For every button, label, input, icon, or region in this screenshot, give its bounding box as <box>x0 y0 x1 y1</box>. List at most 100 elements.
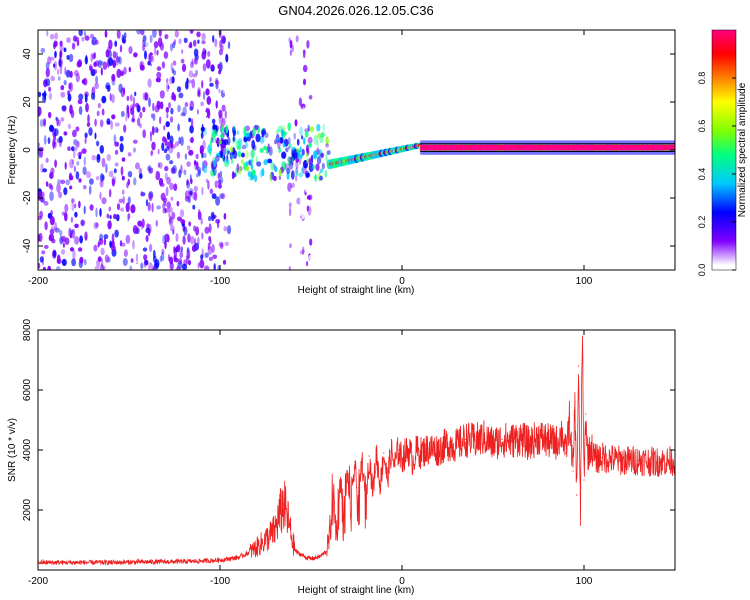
heatmap-cell <box>93 69 98 74</box>
heatmap-cell <box>301 148 305 156</box>
snr-data-point <box>419 452 421 454</box>
heatmap-cell <box>203 152 207 159</box>
heatmap-cell <box>162 197 168 203</box>
heatmap-cell <box>299 126 303 136</box>
heatmap-cell <box>188 79 193 84</box>
heatmap-cell <box>53 63 56 68</box>
heatmap-cell <box>219 170 223 178</box>
heatmap-cell <box>38 234 41 242</box>
colorbar-label: Normalized spectral amplitude <box>737 82 748 217</box>
heatmap-cell <box>147 53 153 63</box>
heatmap-cell <box>245 150 249 159</box>
heatmap-cell <box>58 191 63 199</box>
heatmap-cell <box>126 104 130 114</box>
heatmap-cell <box>224 160 230 168</box>
snr-y-axis-label: SNR (10 * v/v) <box>7 418 18 482</box>
heatmap-cell <box>84 56 89 65</box>
heatmap-cell <box>78 106 83 115</box>
heatmap-cell <box>142 92 147 101</box>
colorbar-ticks: 0.0 0.2 0.4 0.6 0.8 <box>697 72 736 276</box>
heatmap-cell <box>291 80 295 85</box>
colorbar-tick-label: 0.6 <box>697 120 707 133</box>
heatmap-cell <box>137 117 141 127</box>
heatmap-cell <box>139 64 145 71</box>
heatmap-region-converging-trace <box>326 142 423 170</box>
heatmap-cell <box>171 67 175 74</box>
heatmap-cell <box>49 33 55 40</box>
heatmap-cell <box>243 125 246 134</box>
heatmap-cell <box>104 30 108 38</box>
heatmap-cell <box>179 209 185 218</box>
heatmap-cell <box>47 55 51 63</box>
snr-data-point <box>397 449 399 451</box>
heatmap-cell <box>134 227 139 234</box>
heatmap-cell <box>197 39 200 44</box>
heatmap-cell <box>161 142 165 152</box>
heatmap-cell <box>66 54 70 60</box>
snr-data-point <box>583 479 585 481</box>
heatmap-cell <box>168 102 171 109</box>
heatmap-cell <box>49 216 55 226</box>
heatmap-cell <box>154 46 157 56</box>
heatmap-cell <box>214 80 219 86</box>
heatmap-cell <box>254 124 259 130</box>
heatmap-cell <box>169 116 174 123</box>
heatmap-cell <box>189 190 193 196</box>
heatmap-cell <box>151 141 156 151</box>
heatmap-cell <box>224 241 230 246</box>
snr-data-point <box>437 449 439 451</box>
heatmap-cell <box>58 138 62 148</box>
heatmap-cell <box>250 149 255 159</box>
heatmap-cell <box>186 178 189 186</box>
heatmap-cell <box>164 233 170 243</box>
snr-data-point <box>379 485 381 487</box>
heatmap-cell <box>72 129 77 138</box>
heatmap-cell <box>202 160 205 168</box>
heatmap-cell <box>212 35 215 43</box>
snr-data-point <box>547 440 549 442</box>
snr-data-point <box>619 459 622 462</box>
heatmap-cell <box>233 172 237 178</box>
snr-x-axis-label: Height of straight line (km) <box>298 585 415 596</box>
heatmap-cell <box>157 148 160 155</box>
heatmap-cell <box>281 151 287 159</box>
snr-data-point <box>456 444 458 447</box>
heatmap-cell <box>74 223 79 229</box>
heatmap-cell <box>129 265 133 270</box>
heatmap-cell <box>308 106 313 113</box>
heatmap-cell <box>157 37 163 48</box>
heatmap-cell <box>244 141 249 148</box>
snr-data-point <box>576 494 578 496</box>
heatmap-cell <box>99 233 104 241</box>
heatmap-cell <box>288 207 292 217</box>
snr-data-point <box>146 561 148 563</box>
heatmap-cell <box>293 37 298 42</box>
heatmap-cell <box>44 244 49 249</box>
heatmap-cell <box>113 134 117 144</box>
heatmap-cell <box>161 61 166 69</box>
heatmap-cell <box>307 124 310 132</box>
heatmap-cell <box>287 231 293 239</box>
heatmap-cell <box>38 146 41 156</box>
heatmap-cell <box>305 178 308 186</box>
x-tick-label: 0 <box>399 276 405 287</box>
snr-x-axis: -200 -100 0 100 <box>28 330 593 587</box>
heatmap-cell <box>71 258 76 267</box>
heatmap-cell <box>94 82 99 90</box>
heatmap-cell <box>199 259 205 269</box>
heatmap-cell <box>149 167 154 174</box>
heatmap-cell <box>83 185 87 190</box>
snr-data-point <box>365 503 367 505</box>
heatmap-cell <box>67 146 71 151</box>
heatmap-cell <box>88 185 92 195</box>
heatmap-cell <box>190 118 194 128</box>
heatmap-cell <box>164 165 169 172</box>
heatmap-cell <box>108 57 114 66</box>
heatmap-cell <box>132 96 136 106</box>
heatmap-cell <box>63 79 67 86</box>
heatmap-cell <box>306 40 310 49</box>
heatmap-cell <box>74 69 79 77</box>
heatmap-cell <box>220 126 224 133</box>
heatmap-cell <box>321 162 325 170</box>
